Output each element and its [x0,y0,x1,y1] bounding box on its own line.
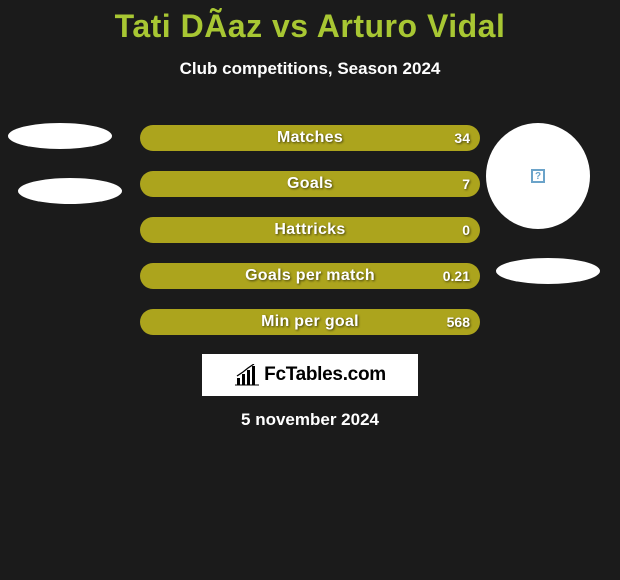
brand-logo[interactable]: FcTables.com [202,354,418,396]
bar-value-right: 0.21 [443,263,470,289]
brand-text: FcTables.com [264,364,386,386]
bar-value-right: 0 [462,217,470,243]
comparison-bars: Matches 34 Goals 7 Hattricks 0 Goals per… [140,125,480,355]
bar-label: Matches [140,125,480,151]
bar-value-right: 568 [447,309,470,335]
player-right-shadow [496,258,600,284]
placeholder-icon: ? [531,169,545,183]
bars-icon [234,364,260,386]
bar-label: Goals [140,171,480,197]
stat-row-hattricks: Hattricks 0 [140,217,480,243]
stat-row-goals-per-match: Goals per match 0.21 [140,263,480,289]
bar-label: Min per goal [140,309,480,335]
player-right-avatar: ? [486,123,590,229]
subtitle: Club competitions, Season 2024 [0,59,620,79]
stat-row-matches: Matches 34 [140,125,480,151]
page-title: Tati DÃ­az vs Arturo Vidal [0,0,620,45]
date-label: 5 november 2024 [0,410,620,430]
bar-value-right: 7 [462,171,470,197]
bar-label: Goals per match [140,263,480,289]
stat-row-goals: Goals 7 [140,171,480,197]
stat-row-min-per-goal: Min per goal 568 [140,309,480,335]
bar-value-right: 34 [454,125,470,151]
player-left-shadow [18,178,122,204]
bar-label: Hattricks [140,217,480,243]
player-left-avatar [8,123,112,149]
